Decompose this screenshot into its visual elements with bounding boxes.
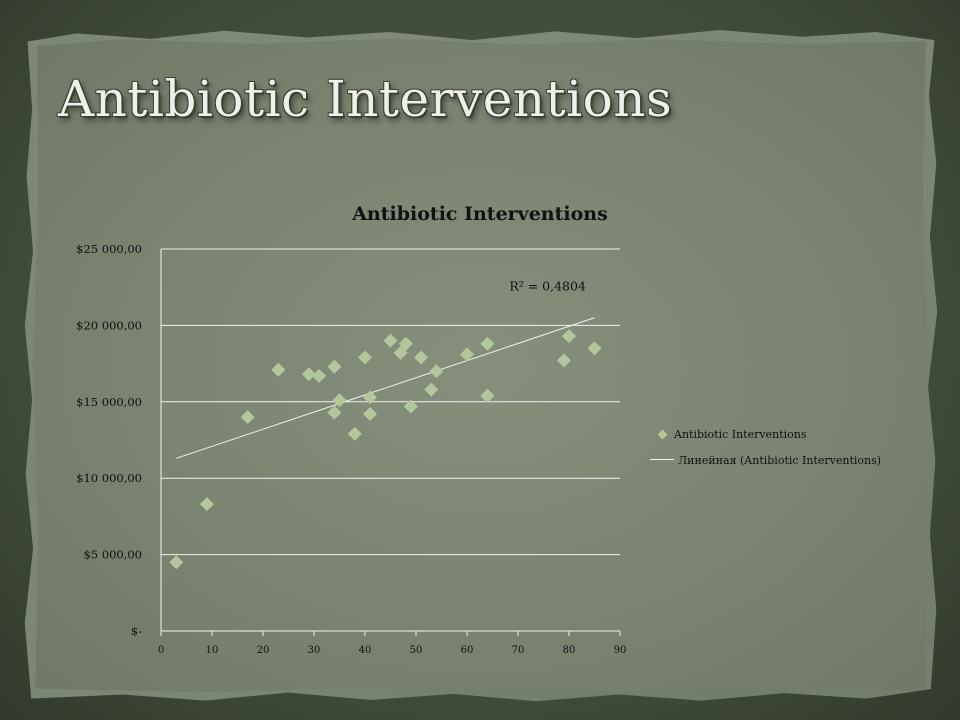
x-tick-label: 20 — [257, 645, 270, 656]
data-point — [347, 426, 362, 441]
r-squared-label: R² = 0,4804 — [509, 278, 586, 293]
data-point — [587, 341, 602, 356]
legend-trendline-label: Линейная (Antibiotic Interventions) — [678, 454, 882, 467]
data-point — [312, 368, 327, 383]
slide-title: Antibiotic Interventions — [58, 70, 673, 128]
x-tick-label: 40 — [359, 645, 372, 656]
data-point — [301, 367, 316, 382]
gridlines — [160, 248, 620, 632]
data-point — [414, 350, 429, 365]
legend-item-trendline: Линейная (Antibiotic Interventions) — [650, 454, 881, 467]
trendline — [176, 317, 595, 459]
data-points — [169, 329, 602, 570]
data-point — [429, 364, 444, 379]
y-tick-label: $25 000,00 — [76, 242, 142, 256]
paper-inner — [32, 38, 929, 693]
data-point — [327, 405, 342, 420]
trendline-group: R² = 0,4804 — [176, 278, 595, 459]
y-tick-label: $5 000,00 — [83, 548, 142, 562]
x-tick-label: 80 — [563, 645, 576, 656]
y-axis-ticks: $- $5 000,00 $10 000,00 $15 000,00 $20 000,0… — [76, 242, 142, 638]
paper-texture — [24, 30, 938, 702]
y-tick-label: $20 000,00 — [76, 318, 142, 332]
x-tick-label: 10 — [206, 645, 219, 656]
x-tick-label: 50 — [410, 645, 423, 656]
data-point — [393, 345, 408, 360]
x-tick-label: 90 — [614, 645, 627, 656]
data-point — [363, 390, 378, 405]
legend-series-label: Antibiotic Interventions — [674, 428, 807, 441]
x-tick-label: 30 — [308, 645, 321, 656]
x-tick-label: 60 — [461, 645, 474, 656]
data-point — [424, 382, 439, 397]
chart-title: Antibiotic Interventions — [352, 203, 608, 225]
diamond-marker-icon — [657, 429, 668, 440]
data-point — [480, 388, 495, 403]
y-tick-label: $- — [131, 624, 142, 638]
legend-item-series: Antibiotic Interventions — [650, 428, 806, 441]
data-point — [199, 497, 214, 512]
data-point — [562, 329, 576, 344]
y-tick-label: $10 000,00 — [76, 471, 142, 485]
data-point — [169, 555, 184, 570]
data-point — [383, 333, 398, 348]
x-tick-label: 0 — [158, 645, 164, 656]
data-point — [332, 393, 347, 408]
data-point — [363, 407, 378, 422]
y-tick-label: $15 000,00 — [76, 395, 142, 409]
x-axis-ticks: 0 10 20 30 40 50 60 70 80 90 — [158, 631, 627, 656]
data-point — [460, 347, 474, 362]
data-point — [398, 336, 413, 351]
data-point — [480, 336, 495, 351]
x-tick-label: 70 — [512, 645, 525, 656]
data-point — [403, 399, 418, 414]
data-point — [240, 410, 255, 425]
trendline-swatch-icon — [650, 459, 674, 460]
data-point — [556, 353, 571, 368]
data-point — [327, 359, 342, 374]
data-point — [271, 362, 286, 377]
data-point — [358, 350, 372, 365]
